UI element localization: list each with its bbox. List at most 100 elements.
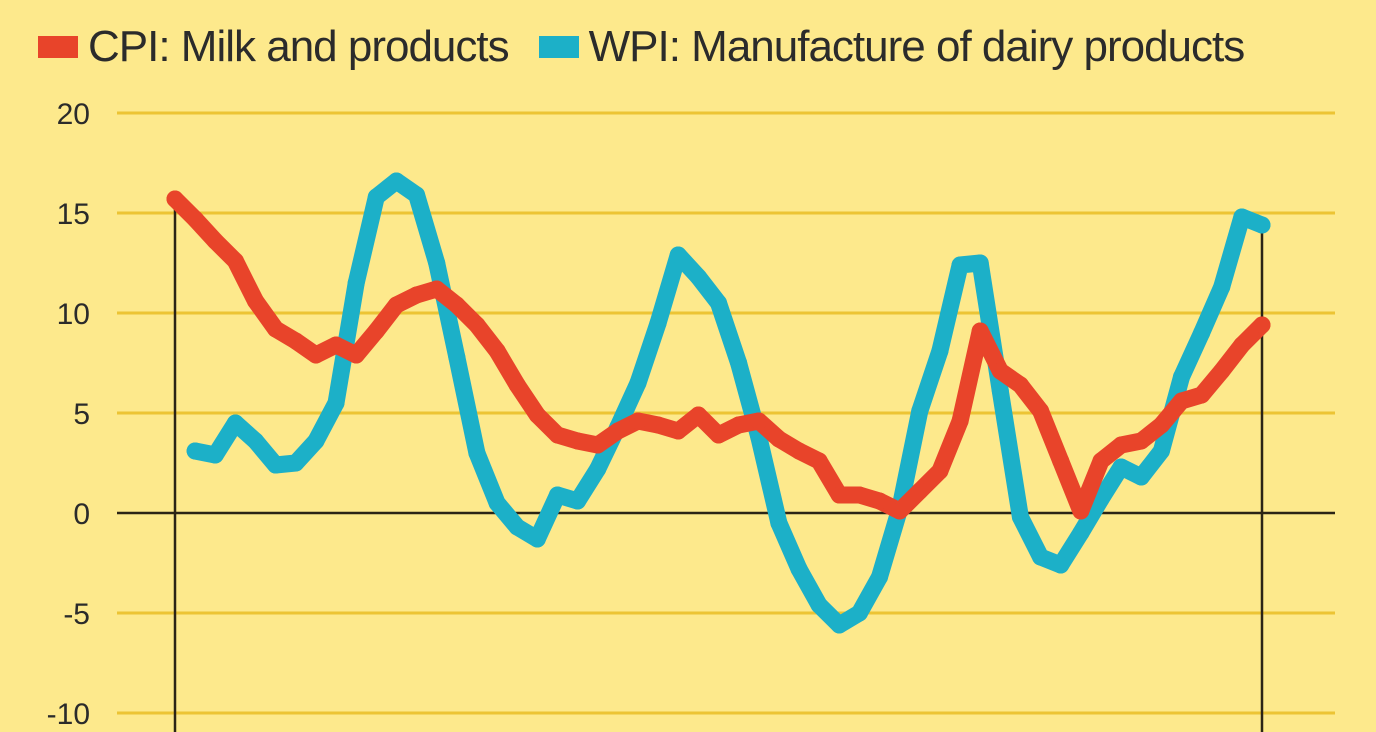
data-point-cpi	[1132, 432, 1150, 450]
legend-label-wpi: WPI: Manufacture of dairy products	[588, 22, 1246, 71]
data-point-cpi	[206, 232, 224, 250]
data-point-cpi	[1052, 452, 1070, 470]
data-point-cpi	[589, 436, 607, 454]
data-point-wpi	[790, 560, 808, 578]
data-point-wpi	[448, 348, 466, 366]
data-point-wpi	[871, 568, 889, 586]
data-point-cpi	[548, 426, 566, 444]
data-point-wpi	[951, 256, 969, 274]
data-point-wpi	[1092, 490, 1110, 508]
data-point-cpi	[649, 416, 667, 434]
data-point-wpi	[931, 342, 949, 360]
data-point-cpi	[770, 430, 788, 448]
data-point-wpi	[428, 254, 446, 272]
data-point-wpi	[1072, 524, 1090, 542]
data-point-wpi	[649, 314, 667, 332]
data-point-cpi	[850, 486, 868, 504]
legend: CPI: Milk and products WPI: Manufacture …	[38, 22, 1274, 72]
data-point-wpi	[508, 518, 526, 536]
data-point-wpi	[710, 294, 727, 312]
data-point-wpi	[1253, 216, 1271, 234]
data-point-cpi	[1253, 316, 1271, 334]
data-point-cpi	[1213, 362, 1231, 380]
data-point-wpi	[810, 596, 828, 614]
data-point-cpi	[508, 376, 526, 394]
data-point-wpi	[1112, 458, 1130, 476]
data-point-wpi	[247, 432, 265, 450]
data-point-wpi	[1172, 368, 1190, 386]
data-point-cpi	[267, 320, 285, 338]
data-point-cpi	[448, 296, 466, 314]
data-point-cpi	[1152, 416, 1170, 434]
data-point-wpi	[408, 186, 426, 204]
legend-item-cpi: CPI: Milk and products	[38, 22, 510, 72]
data-point-cpi	[790, 442, 808, 460]
data-point-cpi	[186, 210, 204, 228]
data-point-wpi	[528, 530, 546, 548]
data-point-cpi	[387, 296, 405, 314]
data-point-wpi	[850, 604, 868, 622]
data-point-cpi	[609, 422, 627, 440]
data-point-wpi	[1152, 442, 1170, 460]
data-point-wpi	[1052, 556, 1070, 574]
data-point-wpi	[1233, 208, 1251, 226]
y-tick-label: 5	[73, 398, 90, 431]
data-point-wpi	[1193, 324, 1211, 342]
data-point-wpi	[1132, 468, 1150, 486]
data-point-wpi	[971, 254, 989, 272]
data-point-cpi	[1112, 436, 1130, 454]
data-point-wpi	[548, 486, 566, 504]
data-point-cpi	[307, 346, 325, 364]
data-point-cpi	[569, 432, 587, 450]
data-point-cpi	[488, 342, 506, 360]
data-point-cpi	[347, 346, 365, 364]
data-point-cpi	[689, 406, 707, 424]
data-point-cpi	[1072, 502, 1090, 520]
data-point-wpi	[387, 172, 405, 190]
data-point-cpi	[166, 190, 184, 208]
data-point-cpi	[669, 422, 687, 440]
data-point-wpi	[689, 268, 707, 286]
data-point-cpi	[1193, 386, 1211, 404]
data-point-cpi	[951, 412, 969, 430]
data-point-cpi	[1172, 392, 1190, 410]
data-point-cpi	[247, 292, 265, 310]
data-point-cpi	[891, 502, 909, 520]
data-point-wpi	[347, 274, 365, 292]
data-point-cpi	[468, 316, 486, 334]
data-point-cpi	[730, 416, 748, 434]
data-point-cpi	[971, 322, 989, 340]
data-point-wpi	[1011, 508, 1029, 526]
y-tick-label: 10	[57, 298, 90, 331]
data-point-cpi	[911, 482, 929, 500]
data-point-wpi	[911, 402, 929, 420]
data-point-wpi	[226, 414, 244, 432]
data-point-wpi	[267, 456, 285, 474]
data-point-wpi	[589, 460, 607, 478]
y-tick-label: -10	[47, 698, 90, 731]
data-point-cpi	[991, 362, 1009, 380]
data-point-cpi	[327, 336, 345, 354]
data-point-cpi	[1092, 452, 1110, 470]
data-point-cpi	[710, 426, 727, 444]
data-point-wpi	[991, 382, 1009, 400]
data-point-wpi	[287, 454, 305, 472]
data-point-cpi	[287, 332, 305, 350]
data-point-wpi	[569, 492, 587, 510]
data-point-cpi	[931, 462, 949, 480]
data-point-cpi	[750, 412, 768, 430]
data-point-wpi	[367, 188, 385, 206]
y-tick-label: 0	[73, 498, 90, 531]
data-point-cpi	[1233, 336, 1251, 354]
data-point-wpi	[468, 444, 486, 462]
data-point-cpi	[830, 486, 848, 504]
legend-swatch-cpi	[38, 36, 78, 58]
data-point-wpi	[186, 442, 204, 460]
data-point-cpi	[226, 252, 244, 270]
data-point-cpi	[871, 492, 889, 510]
data-point-cpi	[810, 452, 828, 470]
data-point-wpi	[669, 246, 687, 264]
data-point-wpi	[629, 374, 647, 392]
legend-item-wpi: WPI: Manufacture of dairy products	[538, 22, 1246, 72]
